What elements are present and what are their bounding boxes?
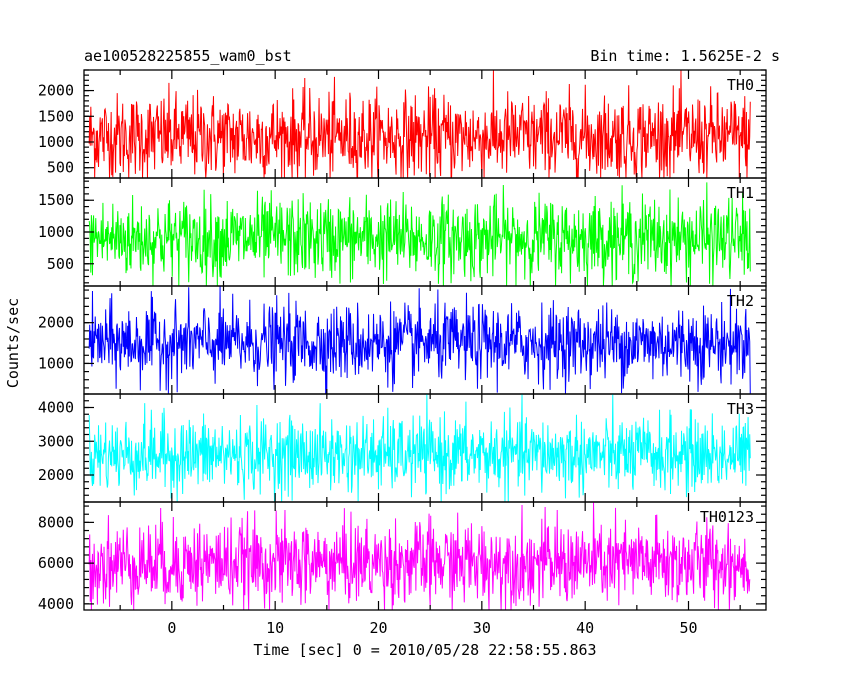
x-axis: 0 10 20 30 40 50 bbox=[167, 619, 697, 637]
y-axis-label: Counts/sec bbox=[4, 298, 22, 388]
chart-title: ae100528225855_wam0_bst bbox=[84, 47, 292, 65]
bin-time-label: Bin time: 1.5625E-2 s bbox=[590, 47, 780, 65]
y-tick-label: 4000 bbox=[38, 399, 74, 417]
panel-label-th0: TH0 bbox=[727, 76, 754, 94]
y-tick-label: 4000 bbox=[38, 595, 74, 613]
y-tick-label: 1000 bbox=[38, 223, 74, 241]
y-tick-label: 1000 bbox=[38, 133, 74, 151]
y-tick-label: 2000 bbox=[38, 314, 74, 332]
panels-group: 500 1000 1500 2000 TH0 500 1000 1500 TH1 1000 2000… bbox=[38, 69, 767, 613]
y-tick-label: 2000 bbox=[38, 466, 74, 484]
panel-th1: 500 1000 1500 TH1 bbox=[38, 177, 767, 287]
series-line-th3 bbox=[88, 394, 751, 502]
y-tick-label: 2000 bbox=[38, 82, 74, 100]
y-tick-label: 1500 bbox=[38, 191, 74, 209]
x-tick-label: 30 bbox=[473, 619, 491, 637]
y-tick-label: 8000 bbox=[38, 513, 74, 531]
series-line-th0 bbox=[88, 70, 751, 178]
panel-th0: 500 1000 1500 2000 TH0 bbox=[38, 69, 767, 179]
series-line-th2 bbox=[88, 286, 751, 394]
panel-th2: 1000 2000 TH2 bbox=[38, 285, 767, 395]
y-tick-label: 500 bbox=[47, 255, 74, 273]
series-line-th1 bbox=[88, 182, 751, 286]
y-tick-label: 3000 bbox=[38, 432, 74, 450]
y-tick-label: 500 bbox=[47, 159, 74, 177]
x-axis-label: Time [sec] 0 = 2010/05/28 22:58:55.863 bbox=[253, 641, 596, 659]
panel-label-th0123: TH0123 bbox=[700, 508, 754, 526]
x-tick-label: 40 bbox=[576, 619, 594, 637]
panel-label-th1: TH1 bbox=[727, 184, 754, 202]
y-tick-label: 6000 bbox=[38, 554, 74, 572]
panel-label-th3: TH3 bbox=[727, 400, 754, 418]
series-line-th0123 bbox=[88, 502, 751, 610]
y-tick-label: 1500 bbox=[38, 107, 74, 125]
x-tick-label: 20 bbox=[369, 619, 387, 637]
panel-th3: 2000 3000 4000 TH3 bbox=[38, 393, 767, 503]
panel-label-th2: TH2 bbox=[727, 292, 754, 310]
panel-th0123: 4000 6000 8000 TH0123 bbox=[38, 501, 767, 613]
y-tick-label: 1000 bbox=[38, 354, 74, 372]
x-tick-label: 0 bbox=[167, 619, 176, 637]
x-tick-label: 10 bbox=[266, 619, 284, 637]
x-tick-label: 50 bbox=[679, 619, 697, 637]
panel-frame bbox=[83, 501, 767, 611]
